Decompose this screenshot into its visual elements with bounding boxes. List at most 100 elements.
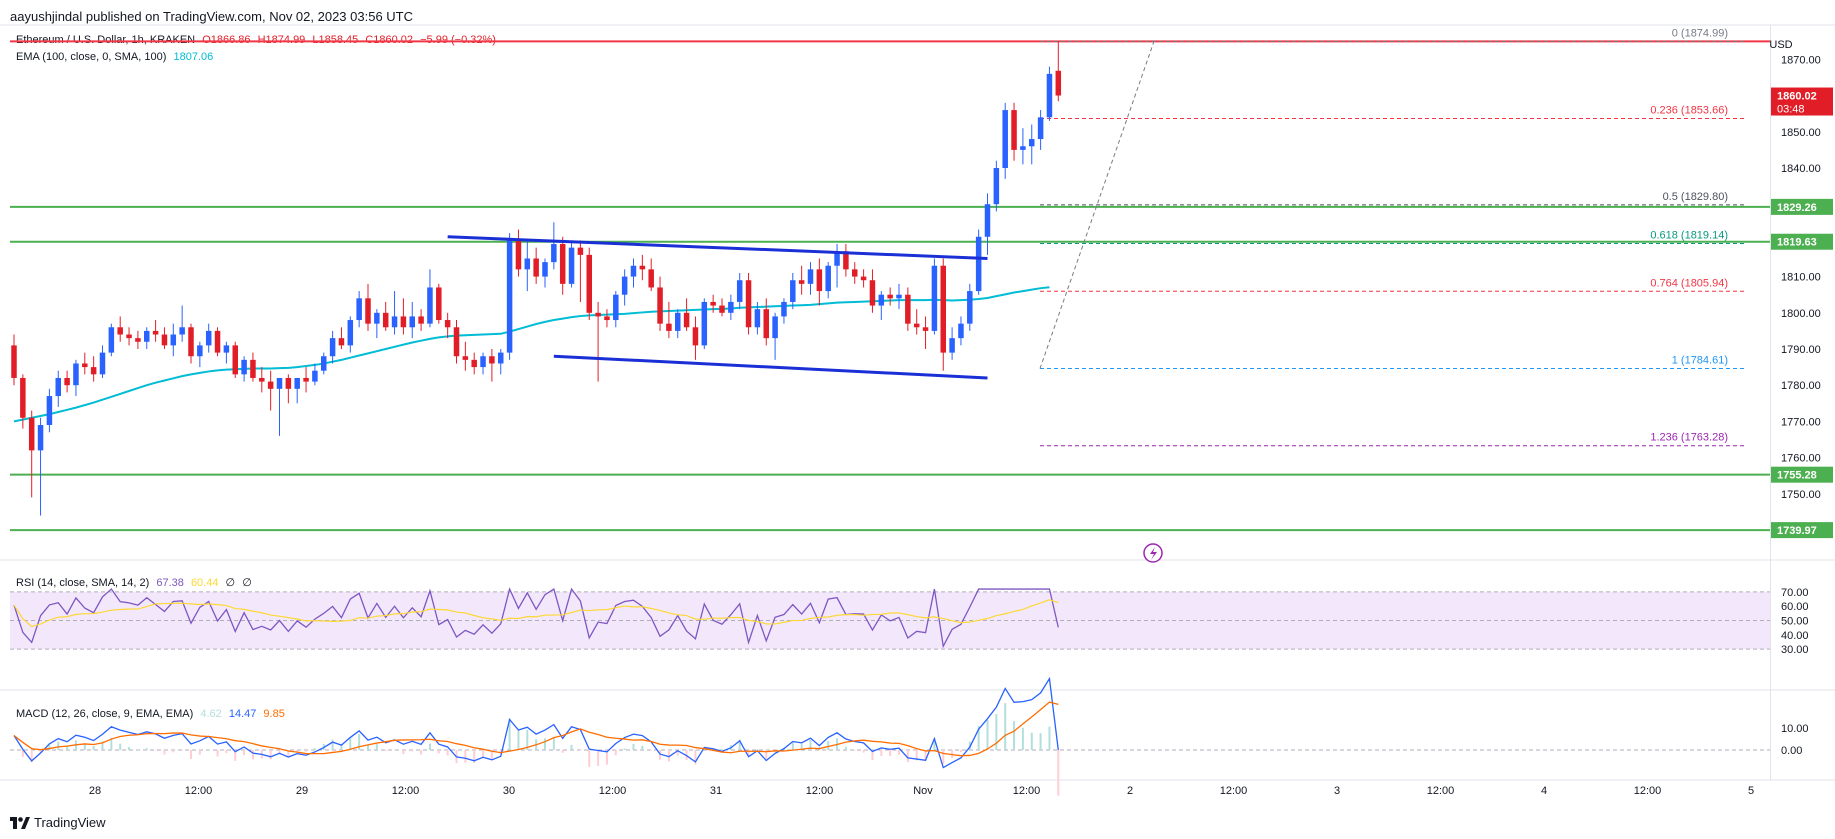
macd-histogram-bar <box>340 743 343 750</box>
macd-histogram-bar <box>331 739 334 750</box>
price-tick-label: 1770.00 <box>1781 416 1821 428</box>
macd-histogram-bar <box>313 748 316 750</box>
macd-histogram-bar <box>526 729 529 750</box>
candle-down <box>338 338 345 346</box>
price-tick-label: 1810.00 <box>1781 272 1821 284</box>
candle-down <box>940 265 946 353</box>
fib-label: 0.764 (1805.94) <box>1650 277 1728 289</box>
candle-down <box>869 280 876 306</box>
time-tick-label: 12:00 <box>1220 785 1248 797</box>
price-badge <box>1771 233 1833 250</box>
macd-histogram-bar <box>561 750 564 753</box>
time-tick-label: 5 <box>1748 785 1754 797</box>
candle-up <box>241 359 247 375</box>
macd-histogram-bar <box>915 750 918 761</box>
candle-down <box>436 287 442 321</box>
macd-histogram-bar <box>597 750 600 766</box>
macd-histogram-bar <box>181 750 184 751</box>
candle-up <box>524 258 531 270</box>
price-badge <box>1771 87 1833 116</box>
candle-up <box>975 236 982 292</box>
horizontal-levels <box>10 40 1770 532</box>
fib-label: 1 (1784.61) <box>1672 355 1728 367</box>
macd-histogram-bar <box>1039 733 1042 750</box>
macd-histogram-bar <box>977 725 980 750</box>
candle-up <box>878 294 885 306</box>
candle-up <box>931 265 938 331</box>
macd-histogram-bar <box>57 741 60 750</box>
candle-down <box>64 377 70 386</box>
macd-histogram-bar <box>110 737 113 750</box>
price-badge <box>1771 198 1833 215</box>
candle-up <box>347 320 354 346</box>
candle-up <box>542 262 548 277</box>
candle-down <box>161 334 168 346</box>
candle-up <box>1002 110 1008 168</box>
candle-up <box>409 316 415 328</box>
macd-histogram-bar <box>889 750 892 757</box>
macd-histogram-bar <box>694 750 697 765</box>
candle-down <box>683 312 690 328</box>
macd-histogram-bar <box>641 745 644 750</box>
candle-up <box>427 287 433 324</box>
price-badge-label: 1739.97 <box>1777 525 1817 537</box>
price-tick-label: 1760.00 <box>1781 453 1821 465</box>
time-tick-label: 2 <box>1127 785 1133 797</box>
fib-label: 1.236 (1763.28) <box>1650 432 1728 444</box>
macd-histogram-bar <box>225 750 228 754</box>
macd-histogram-bar <box>1021 727 1024 750</box>
time-tick-label: Nov <box>913 785 933 797</box>
time-axis: 28 12:00 29 12:00 30 12:00 31 12:00 Nov 12:00 2 12:… <box>89 785 1754 797</box>
lightning-icon[interactable] <box>1143 543 1163 563</box>
macd-histogram-bar <box>1057 750 1060 796</box>
candle-down <box>471 359 477 368</box>
candle-up <box>144 330 150 342</box>
macd-histogram-bar <box>791 741 794 750</box>
macd-histogram-bar <box>92 746 95 750</box>
macd-histogram-bar <box>349 738 352 750</box>
candle-down <box>666 323 672 331</box>
macd-histogram-bar <box>827 740 830 750</box>
fib-label: 0 (1874.99) <box>1672 27 1728 39</box>
candle-down <box>887 294 893 299</box>
channel-trendline <box>447 235 988 260</box>
price-badge-label: 1829.26 <box>1777 202 1817 214</box>
macd-histogram-bar <box>198 750 201 755</box>
candle-down <box>90 367 97 375</box>
candle-down <box>648 269 654 288</box>
rsi-label: RSI (14, close, SMA, 14, 2) <box>16 577 150 589</box>
price-tick-label: 1750.00 <box>1781 489 1821 501</box>
macd-histogram-bar <box>83 743 86 750</box>
macd-histogram-bar <box>66 745 69 750</box>
rsi-value: 67.38 <box>156 577 184 589</box>
candle-down <box>1011 110 1017 150</box>
macd-histogram-bar <box>552 736 555 750</box>
candle-down <box>745 280 752 328</box>
candle-up <box>967 291 973 324</box>
macd-histogram-bar <box>605 750 608 765</box>
time-tick-label: 12:00 <box>1013 785 1041 797</box>
rsi-tick-label: 60.00 <box>1781 601 1809 613</box>
tradingview-brand: TradingView <box>10 815 106 830</box>
candle-down <box>905 294 911 324</box>
macd-histogram-bar <box>898 750 900 755</box>
macd-histogram-bar <box>906 750 909 763</box>
macd-histogram-bar <box>650 750 653 751</box>
rsi-sma-value: 60.44 <box>190 577 219 589</box>
candle-up <box>73 363 79 386</box>
candle-up <box>551 244 557 263</box>
macd-legend: MACD (12, 26, close, 9, EMA, EMA) 4.62 1… <box>16 708 289 720</box>
symbol-legend: Ethereum / U.S. Dollar, 1h, KRAKEN O1866… <box>16 34 500 46</box>
macd-histogram-bar <box>305 750 308 752</box>
chart-grid <box>0 24 1835 781</box>
macd-histogram-bar <box>659 750 662 760</box>
macd-histogram-bar <box>101 741 104 750</box>
macd-histogram-bar <box>420 750 423 755</box>
macd-histogram-bar <box>464 750 467 763</box>
macd-histogram-bar <box>269 750 272 760</box>
macd-histogram-bar <box>942 750 945 765</box>
macd-histogram-bar <box>544 738 546 750</box>
candle-up <box>276 377 283 389</box>
candle-up <box>179 327 185 335</box>
